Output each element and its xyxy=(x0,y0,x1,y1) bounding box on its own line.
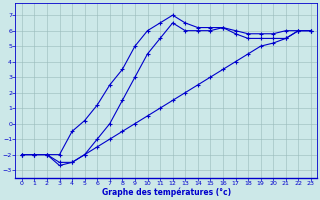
X-axis label: Graphe des températures (°c): Graphe des températures (°c) xyxy=(102,188,231,197)
